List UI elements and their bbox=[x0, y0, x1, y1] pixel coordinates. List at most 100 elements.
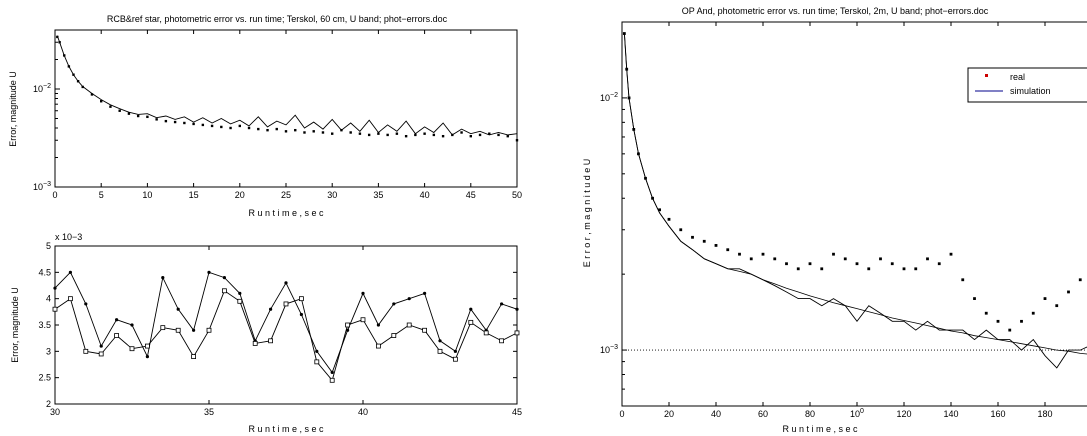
chart-2-series-1-point bbox=[84, 302, 88, 306]
chart-2-xtick-label: 40 bbox=[358, 407, 368, 417]
chart-2-series-1-line bbox=[54, 271, 518, 374]
chart-1-point bbox=[90, 93, 94, 96]
chart-2-series-2-point bbox=[422, 327, 428, 333]
chart-1-xtick-label: 0 bbox=[52, 190, 57, 200]
chart-3-real-point bbox=[1078, 278, 1082, 282]
chart-1-point bbox=[321, 131, 325, 134]
chart-3-xtick-label: 40 bbox=[711, 409, 721, 419]
chart-3-real-point bbox=[796, 267, 800, 271]
chart-1-point bbox=[404, 134, 408, 138]
chart-1-xtick-label: 50 bbox=[512, 190, 522, 200]
chart-1-point bbox=[395, 132, 399, 135]
chart-2-series-1-point bbox=[284, 281, 288, 285]
chart-2-ytick-label: 4 bbox=[46, 294, 51, 304]
chart-1-xtick-label: 10 bbox=[142, 190, 152, 200]
chart-2-series-2-point bbox=[499, 338, 505, 344]
chart-2-series-1-point bbox=[500, 302, 504, 306]
chart-3-xtick-label: 80 bbox=[805, 409, 815, 419]
chart-3-real-point bbox=[667, 217, 671, 221]
chart-1-point bbox=[284, 130, 288, 133]
chart-3-smooth-line bbox=[624, 33, 1087, 355]
chart-1-point bbox=[358, 132, 362, 135]
chart-2-marks bbox=[52, 270, 520, 383]
chart-1-title: RCB&ref star, photometric error vs. run … bbox=[107, 14, 448, 24]
chart-1-point bbox=[257, 127, 260, 131]
chart-2-xtick-label: 35 bbox=[204, 407, 214, 417]
chart-2-series-1-point bbox=[438, 339, 442, 343]
chart-3-xtick-label: 140 bbox=[943, 409, 958, 419]
chart-1-point bbox=[460, 131, 463, 134]
chart-1-point bbox=[201, 123, 205, 127]
chart-2: x 10−3 R u n t i m e , s e c Error, magn… bbox=[10, 232, 522, 434]
chart-2-series-2-point bbox=[375, 343, 381, 349]
chart-3-xtick-label: 60 bbox=[758, 409, 768, 419]
chart-3-real-point bbox=[879, 257, 882, 261]
chart-1-ticks: 0 5 10 15 20 25 30 35 40 45 50 10−3 10−2 bbox=[33, 30, 522, 200]
chart-2-series-2-point bbox=[206, 327, 212, 333]
chart-3-title: OP And, photometric error vs. run time; … bbox=[682, 6, 989, 16]
chart-3: OP And, photometric error vs. run time; … bbox=[582, 6, 1087, 434]
chart-1-point bbox=[127, 112, 131, 115]
chart-1-point bbox=[441, 134, 445, 138]
chart-3-real-point bbox=[761, 252, 765, 256]
chart-3-real-point bbox=[1067, 290, 1070, 294]
chart-3-real-point bbox=[855, 262, 859, 266]
chart-1-point bbox=[488, 132, 491, 135]
chart-2-series-1-point bbox=[423, 291, 427, 295]
chart-3-real-point bbox=[996, 319, 1000, 323]
chart-3-ticks: 0 20 40 60 80 100 120 140 160 180 10−3 10−2 bbox=[600, 22, 1053, 419]
chart-2-series-1-point bbox=[392, 302, 396, 306]
legend-real-label: real bbox=[1010, 72, 1025, 82]
chart-2-series-1-point bbox=[469, 307, 473, 311]
chart-2-series-2-point bbox=[437, 348, 443, 354]
chart-2-series-2-point bbox=[468, 319, 474, 325]
chart-2-series-1-point bbox=[407, 297, 411, 301]
chart-1-point bbox=[331, 132, 334, 135]
chart-2-series-2-point bbox=[329, 377, 335, 383]
chart-1-point bbox=[515, 139, 519, 142]
chart-2-series-1-point bbox=[299, 312, 303, 317]
chart-1-point bbox=[275, 127, 278, 131]
chart-3-real-point bbox=[843, 257, 847, 261]
chart-2-series-1-point bbox=[145, 355, 149, 359]
chart-3-ytick-label: 10−2 bbox=[600, 92, 618, 103]
chart-3-real-point bbox=[926, 257, 929, 261]
chart-3-real-point bbox=[808, 262, 812, 266]
chart-2-ylabel: Error, magnitude U bbox=[10, 287, 20, 363]
chart-2-series-2-point bbox=[360, 317, 366, 323]
chart-1-point bbox=[377, 132, 380, 135]
chart-1-point bbox=[506, 134, 509, 138]
chart-2-series-2-point bbox=[314, 359, 320, 365]
chart-3-real-point bbox=[679, 228, 683, 232]
chart-3-real-point bbox=[749, 257, 753, 261]
chart-2-series-1-point bbox=[222, 276, 226, 280]
chart-1-point bbox=[312, 130, 315, 133]
chart-2-exponent: x 10−3 bbox=[55, 232, 82, 242]
chart-1-frame bbox=[54, 29, 518, 188]
chart-3-real-point bbox=[691, 235, 694, 239]
chart-1-point bbox=[478, 133, 482, 137]
chart-1-xtick-label: 15 bbox=[189, 190, 199, 200]
chart-2-series-1-point bbox=[238, 291, 242, 295]
chart-2-series-2-point bbox=[452, 356, 458, 362]
chart-2-series-2-point bbox=[52, 306, 58, 312]
chart-3-ylabel: E r r o r , m a g n i t u d e U bbox=[582, 159, 592, 268]
chart-1-point bbox=[266, 128, 269, 132]
chart-3-real-point bbox=[1008, 328, 1012, 332]
chart-2-series-2-point bbox=[391, 333, 397, 338]
chart-3-xtick-label: 20 bbox=[664, 409, 674, 419]
chart-2-series-2-point bbox=[160, 325, 166, 331]
chart-3-xlabel: R u n t i m e , s e c bbox=[782, 424, 858, 434]
chart-1-xtick-label: 45 bbox=[466, 190, 476, 200]
chart-1-point bbox=[183, 121, 186, 125]
chart-2-series-2-point bbox=[252, 341, 258, 346]
chart-1-xtick-label: 30 bbox=[327, 190, 337, 200]
chart-2-series-2-point bbox=[175, 327, 181, 333]
chart-1-point bbox=[229, 126, 232, 130]
chart-3-real-point bbox=[820, 267, 824, 271]
chart-2-series-1-point bbox=[68, 270, 72, 274]
chart-3-real-point bbox=[973, 297, 976, 300]
chart-1-series-line bbox=[56, 35, 518, 136]
chart-2-series-2-point bbox=[144, 343, 150, 349]
chart-1-xtick-label: 20 bbox=[235, 190, 245, 200]
